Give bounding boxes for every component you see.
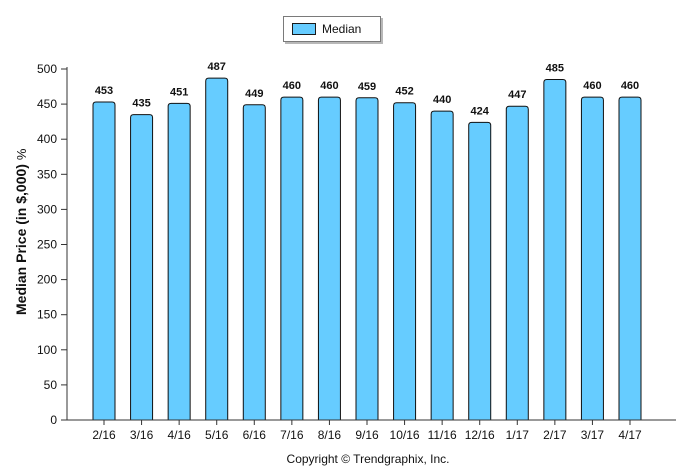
y-tick-label: 300: [37, 202, 57, 216]
x-tick-label: 7/16: [280, 428, 304, 442]
bar: [130, 114, 154, 421]
legend-label: Median: [322, 22, 362, 36]
legend-swatch: [292, 23, 316, 35]
data-label: 460: [621, 80, 639, 92]
bar-series: [92, 77, 642, 421]
y-tick-label: 100: [37, 343, 57, 357]
y-tick-label: 150: [37, 308, 57, 322]
data-label: 435: [132, 98, 150, 110]
data-label: 485: [546, 63, 564, 75]
x-tick-label: 6/16: [243, 428, 267, 442]
copyright-text: Copyright © Trendgraphix, Inc.: [286, 452, 450, 466]
data-label: 487: [208, 61, 226, 73]
data-label: 424: [471, 105, 490, 117]
x-tick-label: 8/16: [318, 428, 342, 442]
data-label: 460: [283, 80, 301, 92]
legend: Median: [283, 16, 381, 42]
bar: [167, 102, 191, 421]
y-axis-title: Median Price (in $,000) %: [13, 149, 29, 315]
data-label: 447: [508, 89, 526, 101]
bar: [580, 96, 604, 421]
data-label: 452: [395, 86, 413, 98]
bar: [242, 104, 266, 421]
y-axis-title-main: Median Price (in $,000): [13, 164, 29, 315]
tick-labels: 0 50 100 150 200 250 300 350 400 450 500 2/16 3/16 4/…: [37, 62, 642, 442]
x-tick-label: 2/17: [543, 428, 567, 442]
x-tick-label: 2/16: [92, 428, 116, 442]
data-label: 440: [433, 94, 451, 106]
x-tick-label: 3/16: [130, 428, 154, 442]
y-tick-label: 450: [37, 97, 57, 111]
bar: [505, 105, 529, 421]
x-tick-label: 11/16: [428, 428, 457, 442]
y-tick-label: 400: [37, 132, 57, 146]
x-tick-label: 12/16: [465, 428, 495, 442]
bar: [317, 96, 341, 421]
x-tick-label: 5/16: [205, 428, 229, 442]
x-tick-label: 3/17: [581, 428, 605, 442]
bar: [393, 102, 417, 421]
bar: [92, 101, 116, 421]
bar: [355, 97, 379, 421]
x-tick-label: 1/17: [506, 428, 530, 442]
data-label: 451: [170, 86, 188, 98]
x-tick-label: 9/16: [355, 428, 379, 442]
y-tick-label: 250: [37, 238, 57, 252]
data-label: 453: [95, 85, 113, 97]
bar: [430, 110, 454, 421]
data-label: 449: [245, 88, 263, 100]
bar: [468, 121, 492, 421]
y-axis-title-unit: %: [14, 148, 29, 161]
y-tick-label: 350: [37, 167, 57, 181]
y-tick-label: 50: [44, 378, 58, 392]
data-label: 459: [358, 81, 376, 93]
x-tick-label: 4/16: [167, 428, 191, 442]
y-tick-label: 200: [37, 273, 57, 287]
axes: [61, 67, 676, 425]
bar: [543, 79, 567, 421]
bar: [205, 77, 229, 421]
x-tick-label: 10/16: [390, 428, 420, 442]
data-label: 460: [583, 80, 601, 92]
y-tick-label: 500: [37, 62, 57, 76]
data-label: 460: [320, 80, 338, 92]
x-tick-label: 4/17: [618, 428, 642, 442]
y-tick-label: 0: [50, 413, 57, 427]
bar: [280, 96, 304, 421]
bar: [618, 96, 642, 421]
data-labels: 453 435 451 487 449 460 460 459 452 440 424 447 485 4…: [95, 61, 639, 117]
